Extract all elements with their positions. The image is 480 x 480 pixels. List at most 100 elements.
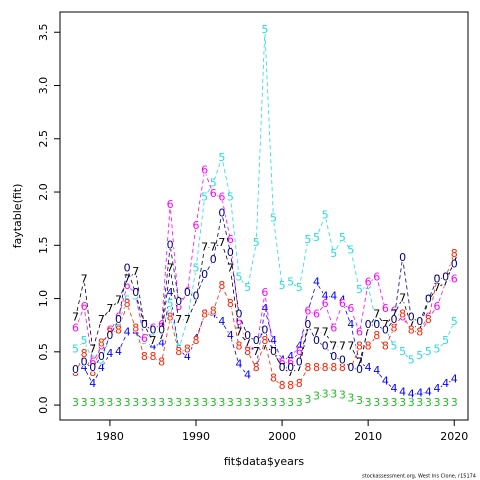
point-bg <box>433 385 442 394</box>
point-bg <box>269 398 278 407</box>
point-label: 4 <box>434 382 441 395</box>
point-label: 7 <box>330 339 337 352</box>
plot-frame <box>59 11 469 421</box>
point-label: 3 <box>158 396 165 409</box>
point-label: 6 <box>356 326 363 339</box>
point-bg <box>346 321 355 330</box>
point-label: 3 <box>141 396 148 409</box>
point-label: 8 <box>330 361 337 374</box>
point-bg <box>260 326 269 335</box>
point-bg <box>338 233 347 242</box>
point-label: 4 <box>382 375 389 388</box>
point-bg <box>174 398 183 407</box>
point-label: 7 <box>244 336 251 349</box>
point-label: 4 <box>106 347 113 360</box>
y-tick-label: 0.5 <box>37 343 50 361</box>
point-label: 7 <box>434 281 441 294</box>
point-bg <box>321 328 330 337</box>
point-bg <box>243 339 252 348</box>
point-bg <box>148 353 157 362</box>
point-label: 0 <box>167 238 174 251</box>
point-bg <box>295 347 304 356</box>
point-label: 4 <box>244 368 251 381</box>
point-label: 0 <box>175 295 182 308</box>
point-label: 0 <box>124 262 131 275</box>
point-label: 8 <box>253 361 260 374</box>
point-label: 0 <box>115 313 122 326</box>
point-label: 7 <box>322 326 329 339</box>
point-bg <box>209 398 218 407</box>
point-label: 8 <box>356 339 363 352</box>
point-bg <box>286 381 295 390</box>
point-label: 8 <box>184 343 191 356</box>
point-bg <box>217 317 226 326</box>
point-label: 3 <box>382 396 389 409</box>
point-label: 3 <box>81 396 88 409</box>
point-bg <box>71 313 80 322</box>
point-label: 8 <box>167 311 174 324</box>
point-bg <box>80 398 89 407</box>
point-bg <box>424 398 433 407</box>
point-bg <box>355 328 364 337</box>
point-bg <box>235 398 244 407</box>
point-bg <box>372 398 381 407</box>
point-label: 4 <box>218 315 225 328</box>
point-bg <box>312 363 321 372</box>
point-bg <box>295 358 304 367</box>
point-label: 6 <box>304 304 311 317</box>
point-label: 4 <box>270 334 277 347</box>
point-label: 3 <box>296 396 303 409</box>
point-bg <box>441 398 450 407</box>
point-label: 6 <box>210 187 217 200</box>
y-tick-label: 0.0 <box>37 396 50 414</box>
point-bg <box>123 398 132 407</box>
point-bg <box>441 379 450 388</box>
point-label: 0 <box>98 350 105 363</box>
point-label: 5 <box>81 334 88 347</box>
point-bg <box>303 307 312 316</box>
point-bg <box>105 331 114 340</box>
y-tick-label: 2.5 <box>37 130 50 148</box>
point-bg <box>140 398 149 407</box>
point-bg <box>105 305 114 314</box>
point-label: 4 <box>261 302 268 315</box>
point-label: 6 <box>451 272 458 285</box>
point-label: 7 <box>158 329 165 342</box>
point-label: 3 <box>313 390 320 403</box>
point-bg <box>123 264 132 273</box>
point-label: 6 <box>296 345 303 358</box>
point-bg <box>355 342 364 351</box>
point-bg <box>372 331 381 340</box>
point-bg <box>114 347 123 356</box>
point-label: 6 <box>141 332 148 345</box>
point-bg <box>80 358 89 367</box>
point-label: 7 <box>416 321 423 334</box>
point-bg <box>200 166 209 175</box>
point-bg <box>131 289 140 298</box>
point-label: 8 <box>339 361 346 374</box>
point-bg <box>192 264 200 273</box>
point-bg <box>433 345 442 354</box>
point-label: 4 <box>167 286 174 299</box>
point-bg <box>286 398 295 407</box>
point-bg <box>364 278 373 287</box>
point-label: 6 <box>124 279 131 292</box>
point-bg <box>355 286 364 295</box>
point-bg <box>140 353 149 362</box>
y-tick-label: 1.5 <box>37 237 50 255</box>
point-label: 0 <box>304 318 311 331</box>
point-label: 4 <box>399 385 406 398</box>
point-label: 5 <box>416 349 423 362</box>
point-label: 0 <box>442 270 449 283</box>
point-bg <box>415 328 424 337</box>
point-bg <box>209 307 218 316</box>
footnote: stockassessment.org, West Ins Clone, r15… <box>362 474 476 480</box>
point-bg <box>321 342 330 351</box>
point-label: 6 <box>167 198 174 211</box>
point-bg <box>217 239 226 248</box>
point-label: 8 <box>365 339 372 352</box>
point-bg <box>260 398 269 407</box>
point-label: 7 <box>227 262 234 275</box>
point-label: 7 <box>347 339 354 352</box>
point-label: 0 <box>365 318 372 331</box>
